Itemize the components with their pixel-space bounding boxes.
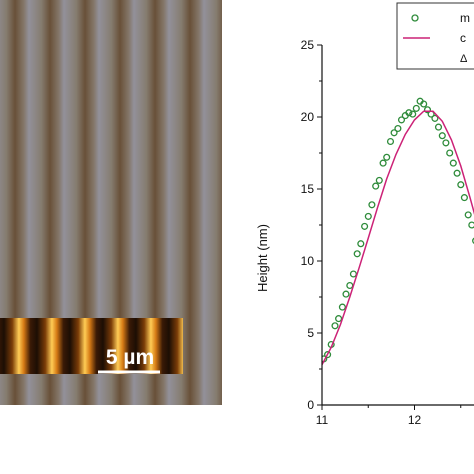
data-point xyxy=(397,116,406,124)
data-point xyxy=(379,159,387,167)
legend: m c Δ xyxy=(396,2,474,70)
optical-micrograph: 5 µm xyxy=(0,0,222,405)
y-tick-label: 0 xyxy=(307,398,314,412)
data-point xyxy=(368,201,376,209)
y-tick-label: 20 xyxy=(301,110,315,124)
data-point xyxy=(361,222,369,230)
legend-label-measured: m xyxy=(460,11,470,25)
data-point xyxy=(338,303,346,311)
y-tick-label: 15 xyxy=(301,182,315,196)
x-tick-label: 12 xyxy=(408,413,422,427)
data-point xyxy=(405,109,413,117)
y-tick-label: 5 xyxy=(307,326,314,340)
data-point xyxy=(457,181,465,189)
data-point xyxy=(364,212,372,220)
axes: 0510152025111213 xyxy=(301,38,474,427)
data-point xyxy=(460,194,468,202)
data-point xyxy=(386,137,395,146)
data-point xyxy=(446,149,454,157)
data-point xyxy=(468,221,474,229)
data-point xyxy=(464,211,472,219)
fit-curve-line xyxy=(322,110,474,366)
data-point xyxy=(331,322,339,330)
legend-label-curve: c xyxy=(460,31,466,45)
data-point xyxy=(342,290,350,298)
data-point xyxy=(353,250,361,258)
scale-bar-label: 5 µm xyxy=(106,346,154,369)
data-point xyxy=(472,237,474,244)
data-point xyxy=(412,104,420,112)
data-point xyxy=(335,315,343,323)
data-point xyxy=(423,106,432,114)
data-point xyxy=(375,176,383,184)
data-point xyxy=(372,182,380,190)
data-point xyxy=(394,124,402,133)
y-tick-label: 25 xyxy=(301,38,315,52)
measured-points xyxy=(322,97,474,363)
y-axis-label: Height (nm) xyxy=(255,224,270,292)
data-point xyxy=(442,139,450,147)
legend-label-delta: Δ xyxy=(460,53,468,65)
legend-box xyxy=(396,2,474,70)
data-point xyxy=(346,281,354,290)
data-point xyxy=(434,123,443,131)
data-point xyxy=(349,270,357,278)
legend-marker-icon xyxy=(411,14,419,22)
x-tick-label: 11 xyxy=(316,413,329,427)
height-profile-chart: 0510152025111213 Height (nm) m c Δ xyxy=(255,2,474,427)
data-point xyxy=(324,351,332,359)
y-tick-label: 10 xyxy=(301,254,315,268)
data-point xyxy=(438,132,446,140)
data-point xyxy=(453,169,461,177)
fit-curve xyxy=(322,110,474,366)
data-point xyxy=(357,240,365,248)
data-point xyxy=(431,114,439,122)
data-point xyxy=(409,110,417,118)
data-point xyxy=(420,100,428,108)
data-point xyxy=(449,159,457,167)
data-point xyxy=(390,129,398,137)
afm-inset xyxy=(0,318,183,374)
data-point xyxy=(383,153,391,161)
